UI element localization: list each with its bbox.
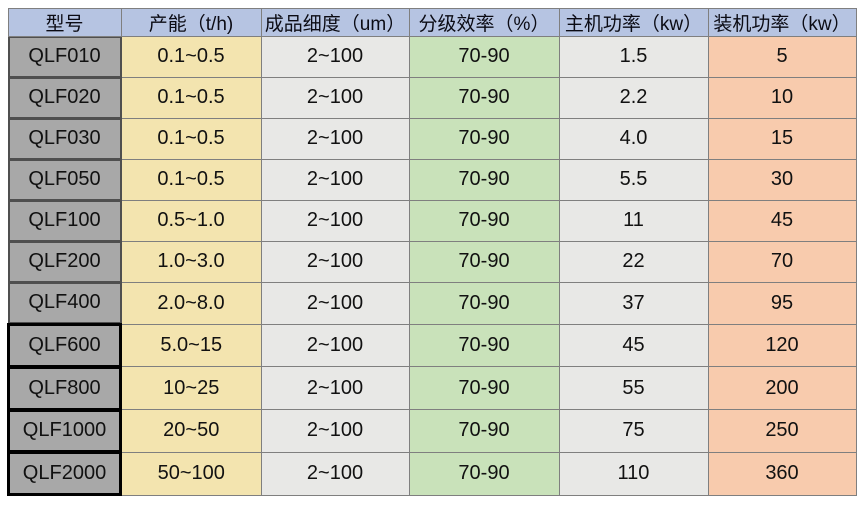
cell-model: QLF600 (7, 323, 122, 368)
cell-fineness: 2~100 (260, 366, 410, 411)
table-row: QLF030 0.1~0.5 2~100 70-90 4.0 15 (7, 117, 857, 160)
cell-installed_power: 30 (707, 158, 857, 201)
cell-model: QLF200 (7, 240, 122, 283)
cell-installed_power: 70 (707, 240, 857, 283)
spec-table: 型号 产能（t/h) 成品细度（um） 分级效率（%） 主机功率（kw） 装机功率（kw）… (7, 8, 857, 496)
cell-fineness: 2~100 (260, 158, 410, 201)
cell-efficiency: 70-90 (408, 240, 560, 283)
cell-capacity: 0.5~1.0 (120, 199, 262, 242)
cell-efficiency: 70-90 (408, 76, 560, 119)
cell-model: QLF100 (7, 199, 122, 242)
cell-efficiency: 70-90 (408, 451, 560, 496)
cell-main_power: 2.2 (558, 76, 709, 119)
cell-installed_power: 95 (707, 281, 857, 325)
cell-main_power: 37 (558, 281, 709, 325)
cell-fineness: 2~100 (260, 76, 410, 119)
cell-efficiency: 70-90 (408, 323, 560, 368)
cell-model: QLF010 (7, 36, 122, 78)
cell-model: QLF2000 (7, 451, 122, 496)
cell-fineness: 2~100 (260, 323, 410, 368)
table-body: QLF010 0.1~0.5 2~100 70-90 1.5 5 QLF020 0.1~0.5… (7, 36, 857, 496)
cell-installed_power: 10 (707, 76, 857, 119)
cell-model: QLF030 (7, 117, 122, 160)
cell-efficiency: 70-90 (408, 158, 560, 201)
cell-main_power: 55 (558, 366, 709, 411)
cell-model: QLF400 (7, 281, 122, 325)
cell-fineness: 2~100 (260, 117, 410, 160)
cell-installed_power: 5 (707, 36, 857, 78)
cell-installed_power: 360 (707, 451, 857, 496)
table-row: QLF800 10~25 2~100 70-90 55 200 (7, 365, 857, 411)
table-row: QLF020 0.1~0.5 2~100 70-90 2.2 10 (7, 76, 857, 119)
cell-installed_power: 120 (707, 323, 857, 368)
cell-model: QLF050 (7, 158, 122, 201)
column-header-efficiency: 分级效率（%） (408, 8, 560, 37)
cell-main_power: 4.0 (558, 117, 709, 160)
cell-capacity: 0.1~0.5 (120, 158, 262, 201)
cell-main_power: 110 (558, 451, 709, 496)
column-header-fineness: 成品细度（um） (260, 8, 410, 37)
cell-fineness: 2~100 (260, 36, 410, 78)
cell-installed_power: 15 (707, 117, 857, 160)
table-row: QLF600 5.0~15 2~100 70-90 45 120 (7, 323, 857, 368)
cell-model: QLF800 (7, 365, 122, 411)
cell-capacity: 1.0~3.0 (120, 240, 262, 283)
spec-table-container: 型号 产能（t/h) 成品细度（um） 分级效率（%） 主机功率（kw） 装机功率（kw）… (7, 8, 857, 496)
cell-efficiency: 70-90 (408, 366, 560, 411)
cell-fineness: 2~100 (260, 409, 410, 453)
cell-efficiency: 70-90 (408, 409, 560, 453)
cell-fineness: 2~100 (260, 199, 410, 242)
table-row: QLF050 0.1~0.5 2~100 70-90 5.5 30 (7, 158, 857, 201)
cell-installed_power: 200 (707, 366, 857, 411)
table-row: QLF010 0.1~0.5 2~100 70-90 1.5 5 (7, 36, 857, 78)
cell-installed_power: 45 (707, 199, 857, 242)
cell-efficiency: 70-90 (408, 117, 560, 160)
cell-efficiency: 70-90 (408, 36, 560, 78)
cell-model: QLF020 (7, 76, 122, 119)
cell-main_power: 22 (558, 240, 709, 283)
column-header-model: 型号 (7, 8, 122, 37)
cell-efficiency: 70-90 (408, 281, 560, 325)
cell-fineness: 2~100 (260, 281, 410, 325)
cell-main_power: 45 (558, 323, 709, 368)
table-row: QLF200 1.0~3.0 2~100 70-90 22 70 (7, 240, 857, 283)
cell-capacity: 0.1~0.5 (120, 117, 262, 160)
cell-capacity: 0.1~0.5 (120, 76, 262, 119)
cell-efficiency: 70-90 (408, 199, 560, 242)
cell-capacity: 5.0~15 (120, 323, 262, 368)
table-row: QLF400 2.0~8.0 2~100 70-90 37 95 (7, 281, 857, 325)
table-row: QLF2000 50~100 2~100 70-90 110 360 (7, 451, 857, 496)
column-header-capacity: 产能（t/h) (120, 8, 262, 37)
cell-fineness: 2~100 (260, 451, 410, 496)
column-header-main_power: 主机功率（kw） (558, 8, 709, 37)
cell-model: QLF1000 (7, 408, 122, 454)
cell-capacity: 2.0~8.0 (120, 281, 262, 325)
header-row: 型号 产能（t/h) 成品细度（um） 分级效率（%） 主机功率（kw） 装机功率（kw） (7, 8, 857, 37)
table-row: QLF100 0.5~1.0 2~100 70-90 11 45 (7, 199, 857, 242)
cell-main_power: 5.5 (558, 158, 709, 201)
table-row: QLF1000 20~50 2~100 70-90 75 250 (7, 408, 857, 454)
cell-installed_power: 250 (707, 409, 857, 453)
cell-capacity: 50~100 (120, 451, 262, 496)
cell-capacity: 10~25 (120, 366, 262, 411)
cell-capacity: 20~50 (120, 409, 262, 453)
cell-main_power: 75 (558, 409, 709, 453)
cell-fineness: 2~100 (260, 240, 410, 283)
cell-main_power: 1.5 (558, 36, 709, 78)
cell-main_power: 11 (558, 199, 709, 242)
cell-capacity: 0.1~0.5 (120, 36, 262, 78)
column-header-installed_power: 装机功率（kw） (707, 8, 857, 37)
